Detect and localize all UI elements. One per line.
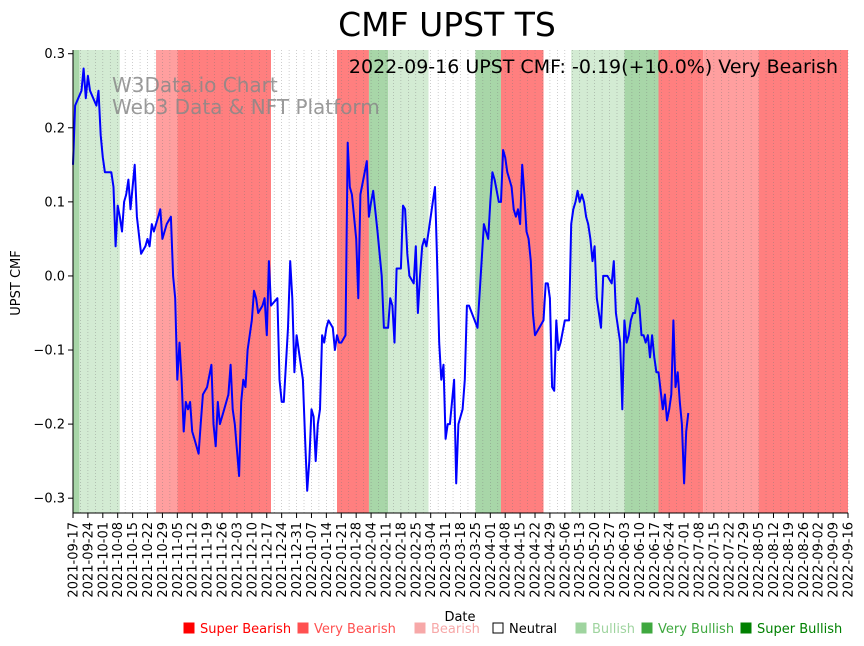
x-tick-label: 2021-09-17 [67,522,82,598]
x-axis-label: Date [444,610,475,625]
watermark-line-2: Web3 Data & NFT Platform [112,95,380,119]
x-tick-label: 2021-12-10 [245,522,260,598]
x-tick-label: 2022-02-04 [365,522,380,598]
x-tick-label: 2022-07-22 [722,522,737,598]
x-tick-label: 2021-10-22 [141,522,156,598]
x-ticks: 2021-09-17 2021-09-24 2021-10-01 2021-10-08… [67,513,857,598]
x-tick-label: 2022-02-25 [409,522,424,598]
x-tick-label: 2022-06-24 [663,522,678,598]
series-line-upst-cmf [72,67,690,492]
legend-swatch [183,622,195,634]
x-tick-label: 2021-10-08 [111,522,126,598]
x-tick-label: 2021-12-03 [230,522,245,598]
band-neutral [428,50,476,513]
x-tick-label: 2021-11-19 [201,522,216,598]
x-tick-label: 2022-03-25 [469,522,484,598]
x-tick-label: 2022-09-02 [812,522,827,598]
x-tick-label: 2022-07-08 [692,522,707,598]
x-tick-label: 2022-07-15 [707,522,722,598]
x-tick-label: 2021-11-26 [216,522,231,598]
y-ticks: −0.3 −0.2 −0.1 0.0 0.1 0.2 0.3 [33,47,73,507]
y-tick-label: 0.1 [44,195,65,210]
x-tick-label: 2022-05-20 [588,522,603,598]
x-tick-label: 2022-04-22 [529,522,544,598]
x-tick-label: 2022-04-01 [484,522,499,598]
legend-swatch [740,622,752,634]
legend-swatch [641,622,653,634]
band-neutral [119,50,157,513]
legend: Super Bearish Very Bearish Bearish Neutral B… [183,622,842,637]
x-tick-label: 2022-02-11 [379,522,394,598]
legend-label: Very Bearish [314,622,396,637]
x-tick-label: 2022-04-08 [499,522,514,598]
x-tick-label: 2021-12-17 [260,522,275,598]
x-tick-label: 2022-01-14 [320,522,335,598]
x-tick-label: 2022-08-19 [782,522,797,598]
x-tick-label: 2022-02-18 [394,522,409,598]
band-super-bearish [177,50,272,513]
x-tick-label: 2021-09-24 [81,522,96,598]
x-tick-label: 2022-05-27 [603,522,618,598]
x-tick-label: 2022-04-15 [514,522,529,598]
x-tick-label: 2022-03-11 [439,522,454,598]
x-tick-label: 2021-12-24 [275,522,290,598]
legend-swatch [492,622,504,634]
x-tick-label: 2022-07-29 [737,522,752,598]
legend-label: Super Bearish [200,622,291,637]
x-tick-label: 2022-07-01 [678,522,693,598]
x-tick-label: 2022-01-21 [335,522,350,598]
band-super-bearish [500,50,544,513]
legend-label: Bullish [592,622,635,637]
x-tick-label: 2021-10-01 [96,522,111,598]
chart-title: CMF UPST TS [338,5,556,44]
x-tick-label: 2021-11-05 [171,522,186,598]
y-axis-label: UPST CMF [9,250,24,315]
x-tick-label: 2022-09-16 [842,522,857,598]
x-tick-label: 2022-08-26 [797,522,812,598]
x-tick-label: 2022-03-18 [454,522,469,598]
x-tick-label: 2021-10-15 [126,522,141,598]
x-tick-label: 2022-04-29 [543,522,558,598]
x-tick-label: 2022-06-17 [648,522,663,598]
x-tick-label: 2022-03-04 [424,522,439,598]
y-tick-label: 0.2 [44,121,65,136]
series-group [72,67,690,492]
legend-label: Bearish [431,622,480,637]
legend-label: Super Bullish [757,622,842,637]
watermark: W3Data.io Chart Web3 Data & NFT Platform [112,73,380,119]
y-tick-label: −0.3 [33,492,65,507]
x-tick-label: 2022-08-12 [767,522,782,598]
legend-swatch [297,622,309,634]
x-tick-label: 2022-06-03 [618,522,633,598]
legend-swatch [575,622,587,634]
x-tick-label: 2022-05-13 [573,522,588,598]
band-super-bearish [337,50,369,513]
band-bullish [571,50,625,513]
y-tick-label: −0.1 [33,344,65,359]
band-very-bullish [475,50,501,513]
chart-subtitle: 2022-09-16 UPST CMF: -0.19(+10.0%) Very … [349,56,838,78]
band-very-bullish [624,50,659,513]
x-tick-label: 2022-01-07 [305,522,320,598]
band-very-bearish [703,50,759,513]
band-very-bearish [156,50,178,513]
y-tick-label: −0.2 [33,418,65,433]
legend-swatch [414,622,426,634]
x-tick-label: 2021-12-31 [290,522,305,598]
x-tick-label: 2022-05-06 [558,522,573,598]
legend-label: Very Bullish [658,622,734,637]
x-tick-label: 2022-01-28 [350,522,365,598]
legend-label: Neutral [509,622,557,637]
band-very-bullish [73,50,80,513]
y-tick-label: 0.0 [44,269,65,284]
x-tick-label: 2022-08-05 [752,522,767,598]
x-tick-label: 2021-10-29 [156,522,171,598]
watermark-line-1: W3Data.io Chart [112,73,278,97]
x-tick-label: 2021-11-12 [186,522,201,598]
y-tick-label: 0.3 [44,47,65,62]
x-tick-label: 2022-09-09 [827,522,842,598]
band-super-bearish [658,50,704,513]
x-tick-label: 2022-06-10 [633,522,648,598]
